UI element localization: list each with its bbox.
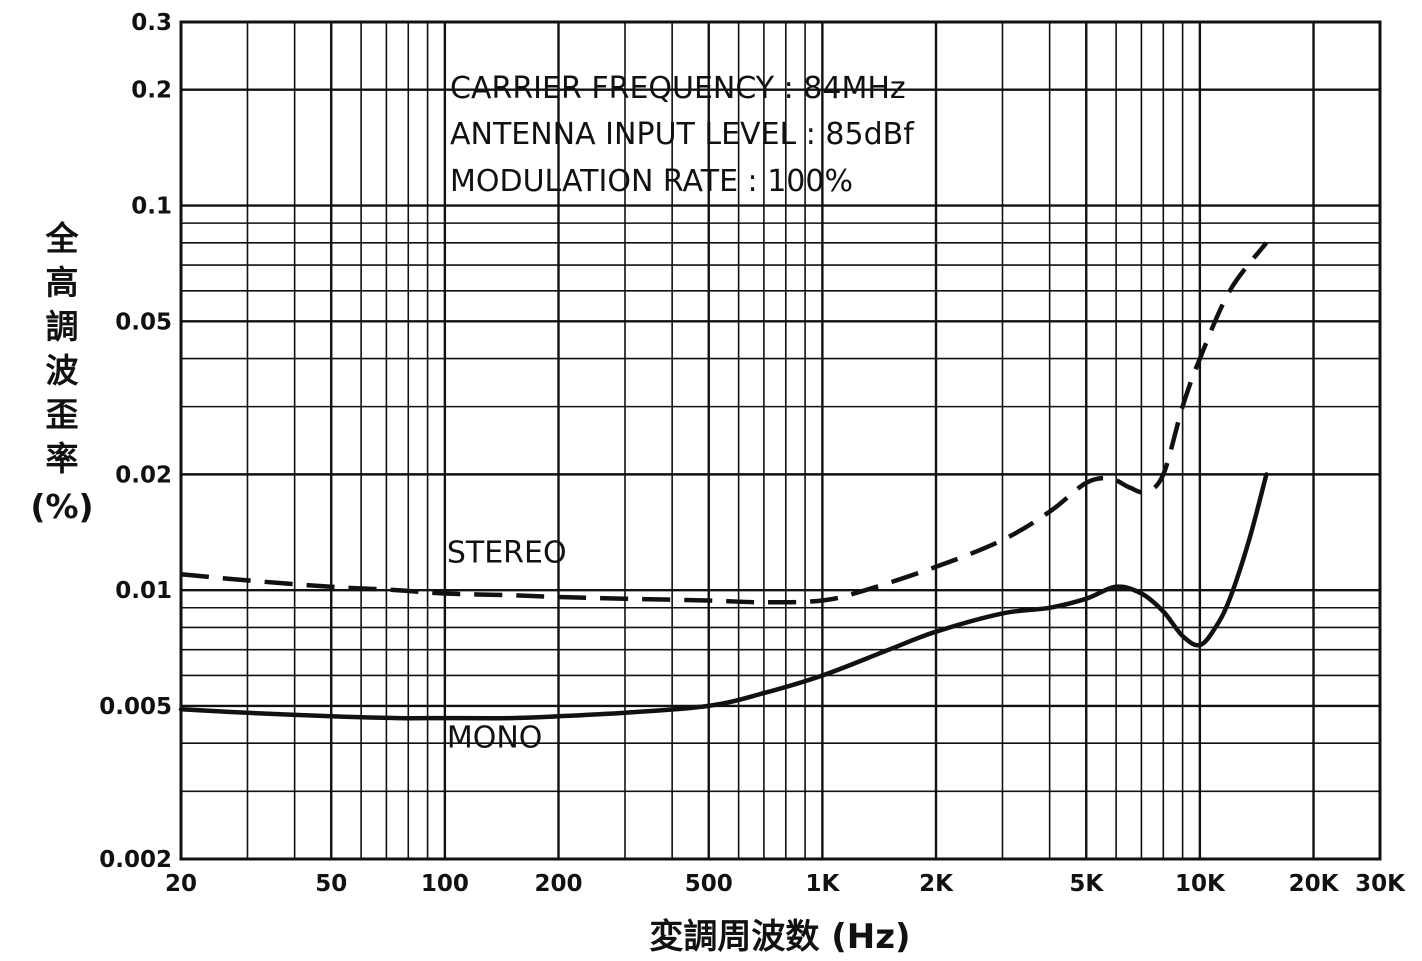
y-tick-label: 0.01 [115,578,172,604]
x-tick-label: 20K [1289,871,1340,897]
y-tick-label: 0.1 [131,194,172,220]
x-tick-label: 2K [919,871,954,897]
x-tick-label: 5K [1069,871,1104,897]
y-tick-label: 0.005 [99,694,172,720]
x-tick-label: 20 [165,871,197,897]
y-axis-label: 全高調波歪率(%) [30,219,93,526]
x-tick-labels: 20 50 100 200 500 1K 2K 5K 10K 20K 30K [165,871,1406,897]
grid-lines [181,22,1380,859]
x-tick-label: 50 [315,871,347,897]
annotation-modulation-rate: MODULATION RATE : 100% [450,164,853,199]
y-tick-labels: 0.002 0.005 0.01 0.02 0.05 0.1 0.2 0.3 [99,10,172,873]
series-line-stereo [180,241,1269,605]
x-tick-label: 1K [805,871,840,897]
plot-frame [179,20,1382,861]
x-axis-label: 変調周波数 (Hz) [649,917,910,957]
series-line-mono [178,472,1269,721]
x-tick-label: 100 [421,871,469,897]
x-tick-label: 200 [535,871,583,897]
x-tick-label: 500 [685,871,733,897]
series-label-mono: MONO [447,720,543,755]
y-tick-label: 0.3 [131,10,172,36]
y-tick-label: 0.05 [115,309,172,335]
x-tick-label: 10K [1175,871,1226,897]
annotation-carrier-frequency: CARRIER FREQUENCY : 84MHz [450,71,906,106]
annotation-block: CARRIER FREQUENCY : 84MHz ANTENNA INPUT … [450,71,915,199]
y-tick-label: 0.02 [115,462,172,488]
y-tick-label: 0.2 [131,78,172,104]
y-tick-label: 0.002 [99,847,172,873]
annotation-antenna-input-level: ANTENNA INPUT LEVEL : 85dBf [450,117,915,152]
x-tick-label: 30K [1355,871,1406,897]
series-label-stereo: STEREO [447,536,567,571]
data-series: STEREO MONO [178,241,1269,755]
